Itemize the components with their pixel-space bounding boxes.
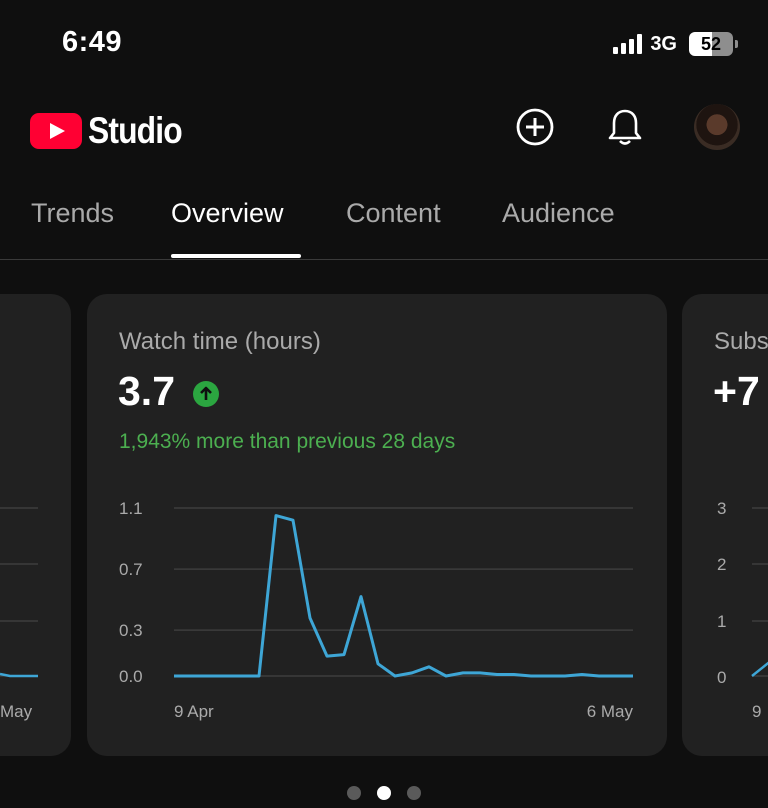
analytics-tabs: Trends Overview Content Audience xyxy=(0,172,768,260)
previous-chart: May xyxy=(0,507,38,721)
battery-tip xyxy=(735,40,738,48)
y-tick-label: 0.3 xyxy=(119,621,143,640)
tab-overview[interactable]: Overview xyxy=(171,198,284,228)
cellular-signal-icon xyxy=(613,34,643,54)
watch-time-chart: 1.1 0.7 0.3 0.0 9 Apr 6 May xyxy=(119,499,634,721)
metric-card-previous[interactable]: May xyxy=(0,294,71,756)
create-button[interactable] xyxy=(514,106,556,148)
status-time: 6:49 xyxy=(62,26,123,58)
studio-logo[interactable]: Studio xyxy=(30,110,197,152)
y-tick-label: 0.0 xyxy=(119,667,143,686)
tab-audience[interactable]: Audience xyxy=(502,198,615,228)
active-tab-indicator xyxy=(171,254,301,258)
arrow-up-icon xyxy=(193,381,219,407)
y-tick-label: 0 xyxy=(717,668,726,687)
x-tick-label: 9 xyxy=(752,702,761,721)
metric-title: Subs xyxy=(714,328,768,355)
y-tick-label: 1 xyxy=(717,612,726,631)
metric-title: Watch time (hours) xyxy=(119,328,321,355)
x-tick-label: 9 Apr xyxy=(174,702,214,721)
app-name: Studio xyxy=(88,110,183,151)
y-tick-label: 1.1 xyxy=(119,499,143,518)
network-type: 3G xyxy=(650,32,677,55)
page-dot-active[interactable] xyxy=(377,786,391,800)
battery-level: 52 xyxy=(689,32,733,56)
metric-delta: 1,943% more than previous 28 days xyxy=(119,430,456,453)
subscribers-chart: 3 2 1 0 9 xyxy=(717,499,768,721)
x-tick-label: 6 May xyxy=(587,702,634,721)
status-indicators: 3G 52 xyxy=(613,32,738,56)
create-icon xyxy=(516,108,554,146)
y-tick-label: 0.7 xyxy=(119,560,143,579)
metric-value: 3.7 xyxy=(118,368,175,414)
card-pagination xyxy=(0,786,768,800)
app-header: Studio xyxy=(0,92,768,172)
page-dot[interactable] xyxy=(407,786,421,800)
youtube-logo-icon xyxy=(30,113,82,149)
tab-content[interactable]: Content xyxy=(346,198,441,228)
notifications-button[interactable] xyxy=(604,106,646,148)
tab-trends[interactable]: Trends xyxy=(31,198,115,228)
battery-icon: 52 xyxy=(689,32,738,56)
status-bar: 6:49 3G 52 xyxy=(0,0,768,92)
header-actions xyxy=(514,104,740,150)
page-dot[interactable] xyxy=(347,786,361,800)
y-tick-label: 2 xyxy=(717,555,726,574)
metric-card-watch-time[interactable]: Watch time (hours) 3.7 1,943% more than … xyxy=(87,294,667,756)
notifications-bell-icon xyxy=(608,109,642,145)
y-tick-label: 3 xyxy=(717,499,726,518)
account-avatar[interactable] xyxy=(694,104,740,150)
series-line xyxy=(174,514,633,678)
metric-value: +7 xyxy=(713,368,760,414)
metric-card-subscribers[interactable]: Subs +7 3 2 1 0 9 xyxy=(682,294,768,756)
previous-chart-x-label: May xyxy=(0,702,33,721)
